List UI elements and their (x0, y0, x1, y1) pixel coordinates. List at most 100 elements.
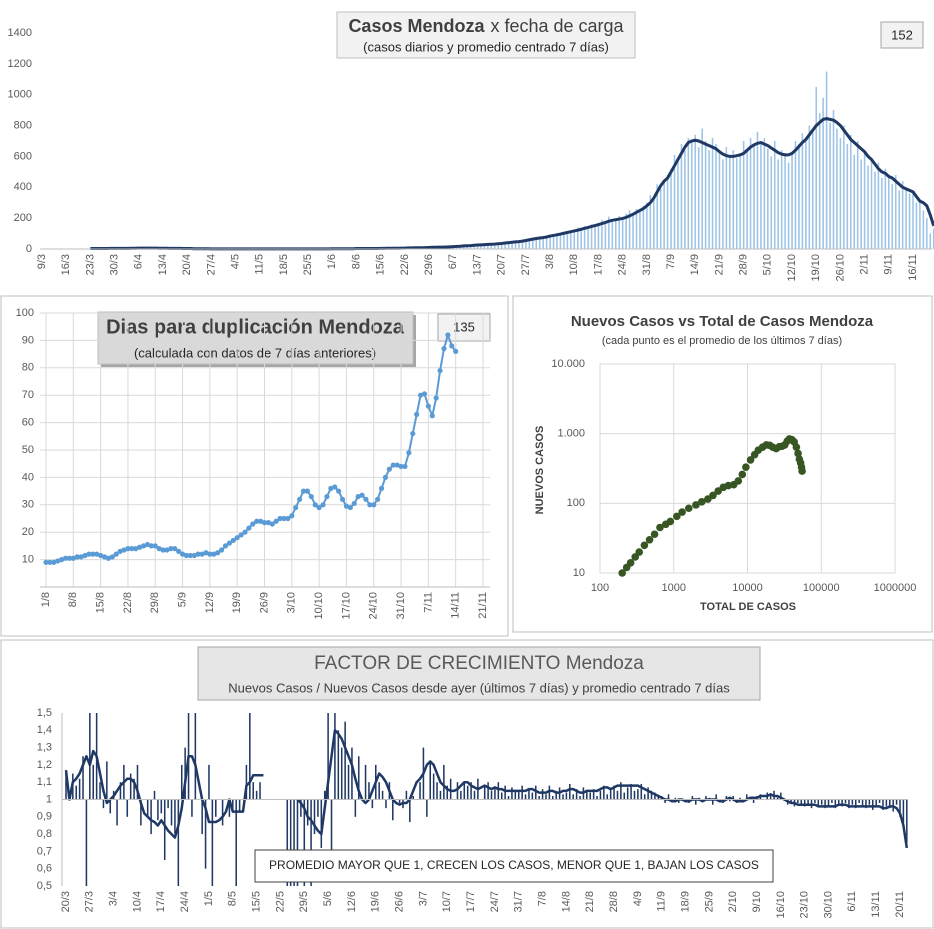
x-tick-label: 9/11 (883, 254, 895, 275)
point (666, 517, 675, 526)
bar (820, 799, 823, 805)
bar (470, 782, 472, 800)
marker (90, 551, 96, 557)
bar (694, 134, 697, 249)
bar (170, 799, 173, 826)
marker (207, 551, 213, 557)
bar (232, 799, 234, 812)
marker (109, 554, 115, 560)
point (697, 498, 706, 506)
marker (297, 496, 303, 502)
bar (174, 799, 176, 835)
x-tick-label: 26/6 (394, 891, 406, 912)
y-tick-label: 1,4 (37, 724, 52, 736)
bar (652, 199, 655, 249)
x-tick-label: 21/8 (584, 891, 596, 912)
bar (625, 213, 627, 249)
bar (770, 156, 773, 249)
marker (129, 546, 135, 552)
plot-area (64, 713, 908, 886)
bar (528, 789, 530, 800)
bar (787, 162, 790, 249)
bar (194, 713, 197, 800)
bar (405, 790, 408, 800)
plot-area (43, 332, 459, 565)
bar (446, 785, 449, 800)
x-tick-label: 12/6 (346, 891, 358, 912)
bar (708, 150, 710, 249)
point (734, 477, 743, 485)
bar (899, 799, 901, 817)
x-tick-label: 4/9 (632, 891, 644, 906)
marker (273, 518, 279, 524)
x-tick-label: 20/11 (894, 891, 906, 918)
x-tick-label: 25/9 (703, 891, 715, 912)
chart-subtitle: (casos diarios y promedio centrado 7 día… (363, 39, 609, 54)
marker (226, 540, 232, 546)
bar (573, 229, 576, 249)
bar (829, 122, 831, 249)
y-tick-label: 90 (22, 334, 34, 346)
y-tick-label: 10 (573, 567, 585, 579)
y-tick-label: 1,2 (37, 759, 52, 771)
bar (594, 226, 596, 249)
bar (929, 233, 932, 249)
bar (590, 224, 593, 249)
marker (328, 485, 334, 491)
x-tick-label: 26/9 (258, 592, 270, 613)
bar (874, 171, 876, 249)
x-tick-label: 6/4 (133, 254, 145, 269)
bar (126, 799, 129, 817)
marker (250, 521, 256, 527)
panel-border (0, 639, 934, 929)
marker (433, 395, 439, 401)
marker (293, 504, 299, 511)
bar (732, 796, 734, 800)
x-tick-label: 22/5 (274, 891, 286, 912)
bar (798, 144, 800, 249)
x-tick-label: 24/4 (179, 891, 191, 912)
bar (381, 790, 384, 800)
bar (514, 790, 517, 800)
bar (592, 789, 595, 800)
bar (555, 790, 557, 800)
x-tick-label: 30/10 (822, 891, 834, 919)
bar (511, 787, 513, 800)
marker (140, 543, 147, 549)
bar (580, 230, 582, 249)
bar (255, 790, 258, 800)
bar (814, 799, 816, 803)
x-tick-label: 17/7 (465, 891, 477, 912)
bar (894, 174, 897, 249)
bar (419, 782, 421, 800)
bar (834, 799, 837, 809)
marker (339, 496, 346, 502)
x-tick-label: 5/9 (176, 592, 188, 607)
marker (187, 552, 193, 559)
bar (570, 230, 572, 249)
bar (677, 159, 679, 249)
x-tick-label: 8/8 (67, 592, 79, 607)
bar (215, 799, 217, 817)
bar (466, 246, 468, 249)
chart-subtitle: Nuevos Casos / Nuevos Casos desde ayer (… (228, 680, 730, 695)
marker (417, 392, 424, 398)
x-tick-label: 24/7 (489, 891, 501, 912)
marker (371, 502, 377, 508)
marker (441, 346, 447, 352)
point (792, 443, 801, 451)
bar (504, 242, 506, 249)
bar (769, 796, 772, 800)
x-tick-label: 6/11 (846, 891, 858, 912)
y-tick-label: 1 (46, 793, 52, 805)
bar (630, 783, 632, 800)
marker (359, 492, 365, 498)
bar (102, 799, 105, 809)
bar (784, 153, 786, 249)
bar (538, 236, 541, 249)
bar (839, 137, 842, 249)
marker (230, 537, 236, 544)
bar (623, 792, 626, 800)
bar (490, 244, 493, 249)
bar (65, 771, 67, 800)
